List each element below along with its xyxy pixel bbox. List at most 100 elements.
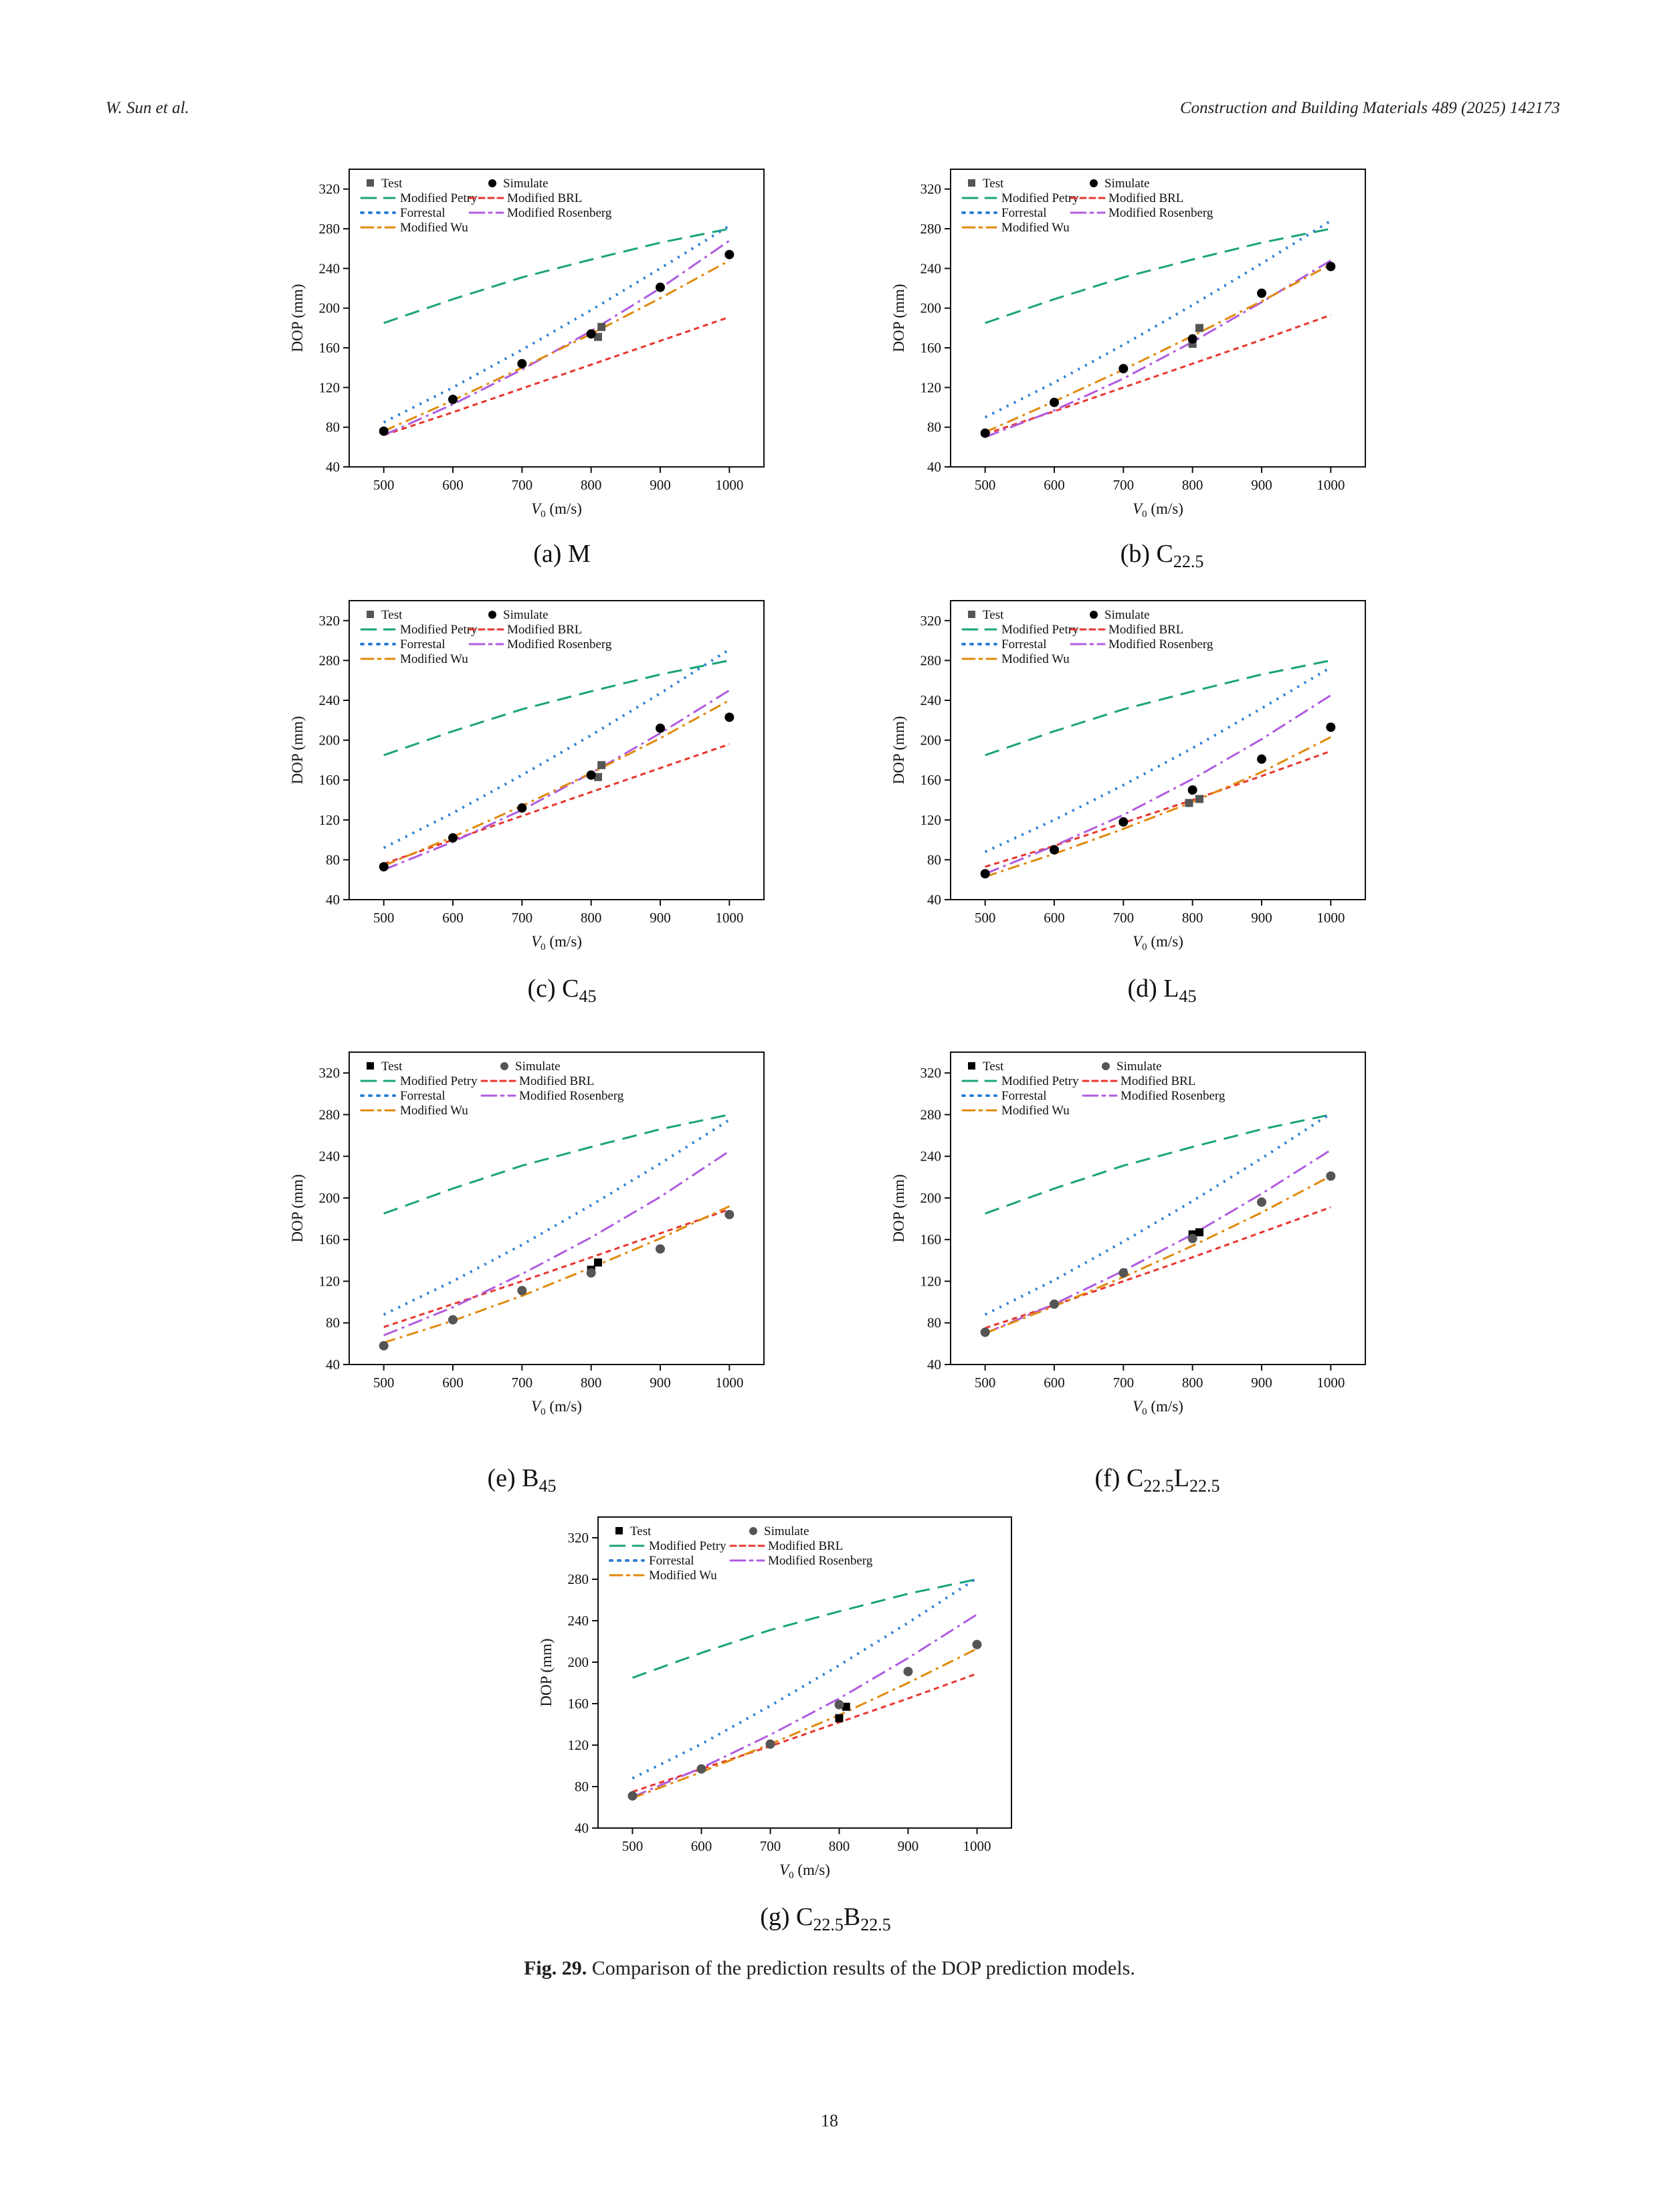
y-axis-label: DOP (mm): [890, 1174, 907, 1242]
legend-test-marker: [968, 1062, 975, 1070]
simulate-point: [834, 1700, 844, 1710]
legend-wu-label: Modified Wu: [1001, 652, 1070, 666]
y-tick-label: 40: [326, 892, 340, 908]
y-tick-label: 120: [920, 379, 942, 395]
simulate-point: [627, 1791, 638, 1801]
series-line-modified-wu: [383, 1205, 730, 1344]
simulate-point: [379, 1340, 389, 1350]
y-tick-label: 320: [319, 1065, 340, 1081]
y-tick-label: 80: [927, 1315, 941, 1331]
x-tick-label: 700: [512, 910, 533, 926]
legend-simulate-marker: [488, 611, 496, 619]
test-point: [597, 322, 606, 331]
legend-test-marker: [615, 1527, 623, 1534]
y-tick-label: 80: [326, 851, 340, 868]
x-tick-label: 800: [581, 477, 602, 493]
legend-test-marker: [968, 611, 975, 618]
y-tick-label: 320: [319, 613, 340, 629]
x-tick-label: 700: [512, 1375, 533, 1391]
test-point: [1195, 795, 1203, 803]
x-tick-label: 600: [442, 477, 464, 493]
figure-label: Fig. 29.: [524, 1957, 587, 1979]
series-line-modified-wu: [985, 264, 1332, 433]
legend: Test Simulate Modified Petry Modified BRL Fo…: [360, 177, 612, 235]
legend-brl-label: Modified BRL: [1108, 623, 1183, 637]
simulate-point: [379, 426, 389, 436]
series-line-modified-brl: [632, 1672, 978, 1793]
simulate-point: [980, 428, 990, 438]
y-tick-label: 40: [927, 459, 941, 475]
y-tick-label: 240: [568, 1613, 589, 1629]
y-tick-label: 40: [927, 1356, 941, 1373]
series-line-forrestal: [984, 1112, 1332, 1316]
x-axis-label: V0 (m/s): [1133, 500, 1183, 520]
simulate-point: [1050, 397, 1059, 407]
series-line-modified-rosenberg: [985, 694, 1332, 875]
test-point: [835, 1714, 844, 1722]
legend-test-label: Test: [630, 1524, 652, 1538]
simulate-point: [903, 1666, 913, 1676]
series-line-forrestal: [383, 1118, 730, 1316]
x-tick-label: 1000: [1316, 910, 1345, 926]
series-line-modified-wu: [631, 1647, 978, 1799]
legend-forrestal-label: Forrestal: [1001, 206, 1047, 220]
y-tick-label: 240: [920, 260, 942, 276]
x-tick-label: 1000: [715, 1375, 743, 1391]
x-tick-label: 600: [442, 1375, 464, 1391]
legend-forrestal-label: Forrestal: [400, 206, 446, 220]
legend-test-marker: [367, 611, 374, 618]
plot-frame: [950, 169, 1366, 468]
legend-test-marker: [367, 179, 374, 187]
chart-panel-b: 500 600 700 800 900 1000 40 80 120 160 200 240 280 32…: [890, 169, 1366, 571]
x-tick-label: 900: [898, 1838, 919, 1854]
test-point: [594, 1258, 602, 1267]
x-tick-label: 800: [1182, 477, 1203, 493]
figure-caption: Fig. 29. Comparison of the prediction re…: [0, 1957, 1659, 1980]
simulate-point: [586, 1268, 596, 1278]
legend-rosenberg-label: Modified Rosenberg: [519, 1089, 624, 1103]
test-point: [1195, 1228, 1203, 1237]
legend-brl-label: Modified BRL: [507, 623, 582, 637]
series-line-modified-rosenberg: [985, 1149, 1332, 1334]
x-tick-label: 800: [581, 910, 602, 926]
plot-frame: [950, 600, 1366, 900]
running-header-journal: Construction and Building Materials 489 …: [1179, 99, 1560, 117]
legend-simulate-marker: [500, 1062, 508, 1070]
legend-simulate-marker: [749, 1527, 757, 1535]
simulate-point: [1118, 1268, 1129, 1278]
x-tick-label: 900: [650, 1375, 671, 1391]
legend-brl-label: Modified BRL: [1108, 191, 1183, 205]
legend-wu-label: Modified Wu: [1001, 221, 1070, 235]
x-axis-label: V0 (m/s): [531, 500, 582, 520]
legend-forrestal-label: Forrestal: [400, 637, 446, 651]
chart-panel-g: 500 600 700 800 900 1000 40 80 120 160 200 240 280 32…: [538, 1516, 1012, 1934]
panel-caption-g: (g) C22.5B22.5: [760, 1903, 891, 1934]
x-tick-label: 900: [650, 477, 671, 493]
x-tick-label: 600: [691, 1838, 712, 1854]
x-axis-label: V0 (m/s): [779, 1862, 830, 1881]
x-tick-label: 1000: [715, 477, 743, 493]
x-tick-label: 1000: [1316, 1375, 1345, 1391]
series-line-modified-brl: [383, 1208, 730, 1328]
y-tick-label: 160: [920, 340, 942, 356]
test-point: [597, 761, 606, 769]
panel-caption-b: (b) C22.5: [1120, 540, 1204, 571]
simulate-point: [1050, 845, 1059, 855]
legend-test-label: Test: [381, 608, 403, 622]
x-tick-label: 1000: [715, 910, 743, 926]
series-line-modified-wu: [383, 260, 730, 432]
legend-brl-label: Modified BRL: [1120, 1074, 1195, 1088]
simulate-point: [656, 1244, 665, 1254]
series-line-modified-wu: [383, 699, 730, 867]
series-line-modified-rosenberg: [383, 1150, 730, 1336]
test-point: [594, 773, 602, 781]
y-tick-label: 320: [319, 181, 340, 197]
series-line-modified-petry: [383, 1113, 730, 1215]
series-line-modified-petry: [631, 1578, 977, 1679]
simulate-point: [1326, 722, 1336, 732]
panel-caption-c: (c) C45: [527, 975, 596, 1006]
series-line-forrestal: [383, 648, 730, 849]
legend-rosenberg-label: Modified Rosenberg: [768, 1554, 873, 1568]
y-tick-label: 280: [568, 1571, 589, 1587]
simulate-point: [980, 1327, 990, 1337]
